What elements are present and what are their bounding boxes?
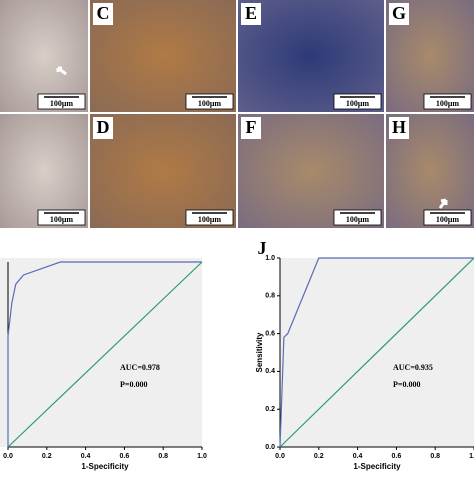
- annotation: AUC=0.978: [120, 363, 160, 372]
- micrographs: [0, 0, 474, 228]
- scale-label: 100μm: [50, 215, 74, 224]
- x-tick-label: 0.4: [353, 453, 363, 460]
- y-tick-label: 0.4: [265, 368, 275, 375]
- panel-label: C: [97, 3, 110, 23]
- label-box: [93, 117, 113, 139]
- arrow: [438, 198, 448, 209]
- x-tick-label: 0.4: [81, 453, 91, 460]
- x-axis-label: 1-Specificity: [81, 462, 129, 471]
- label-box: [93, 3, 113, 25]
- x-tick-label: 0.6: [120, 453, 130, 460]
- scale-label: 100μm: [346, 99, 370, 108]
- scale-label: 100μm: [346, 215, 370, 224]
- annotation: AUC=0.935: [393, 363, 433, 372]
- x-tick-label: 0.8: [158, 453, 168, 460]
- micrograph: [90, 0, 236, 112]
- roc-line: [7, 261, 203, 448]
- chart-title: J: [258, 238, 267, 258]
- x-tick-label: 1.0: [197, 453, 207, 460]
- scale-label: 100μm: [50, 99, 74, 108]
- y-tick-label: 0.8: [265, 293, 275, 300]
- plot-area: [0, 258, 202, 447]
- annotation: P=0.000: [393, 380, 420, 389]
- y-axis-label: Sensitivity: [255, 332, 264, 373]
- micrograph: [0, 0, 88, 112]
- x-tick-label: 0.8: [430, 453, 440, 460]
- scale-label: 100μm: [198, 99, 222, 108]
- panel-label: F: [246, 117, 257, 137]
- x-axis-label: 1-Specificity: [353, 462, 401, 471]
- x-tick-label: 1.0: [469, 453, 474, 460]
- scale-label: 100μm: [198, 215, 222, 224]
- y-tick-label: 0.2: [265, 406, 275, 413]
- panel-label: E: [245, 3, 257, 23]
- label-box: [241, 3, 261, 25]
- x-tick-label: 0.0: [275, 453, 285, 460]
- x-tick-label: 0.0: [3, 453, 13, 460]
- micrograph: [238, 0, 384, 112]
- panel-label: G: [392, 3, 406, 23]
- x-tick-label: 0.6: [392, 453, 402, 460]
- micrograph: [90, 114, 236, 228]
- y-tick-label: 0.6: [265, 330, 275, 337]
- micrograph: [238, 114, 384, 228]
- label-box: [241, 117, 261, 139]
- x-tick-label: 0.2: [314, 453, 324, 460]
- panel-label: H: [392, 117, 406, 137]
- micrograph: [0, 114, 88, 228]
- arrow: [56, 66, 67, 76]
- label-box: [389, 117, 409, 139]
- panel-label: D: [97, 117, 110, 137]
- x-tick-label: 0.2: [42, 453, 52, 460]
- y-tick-label: 1.0: [265, 255, 275, 262]
- roc-line: [279, 257, 474, 448]
- scale-label: 100μm: [436, 99, 460, 108]
- annotation: P=0.000: [120, 380, 147, 389]
- roc-line: [279, 257, 474, 448]
- scale-label: 100μm: [436, 215, 460, 224]
- label-box: [389, 3, 409, 25]
- y-tick-label: 0.0: [265, 444, 275, 451]
- roc-line: [7, 261, 202, 447]
